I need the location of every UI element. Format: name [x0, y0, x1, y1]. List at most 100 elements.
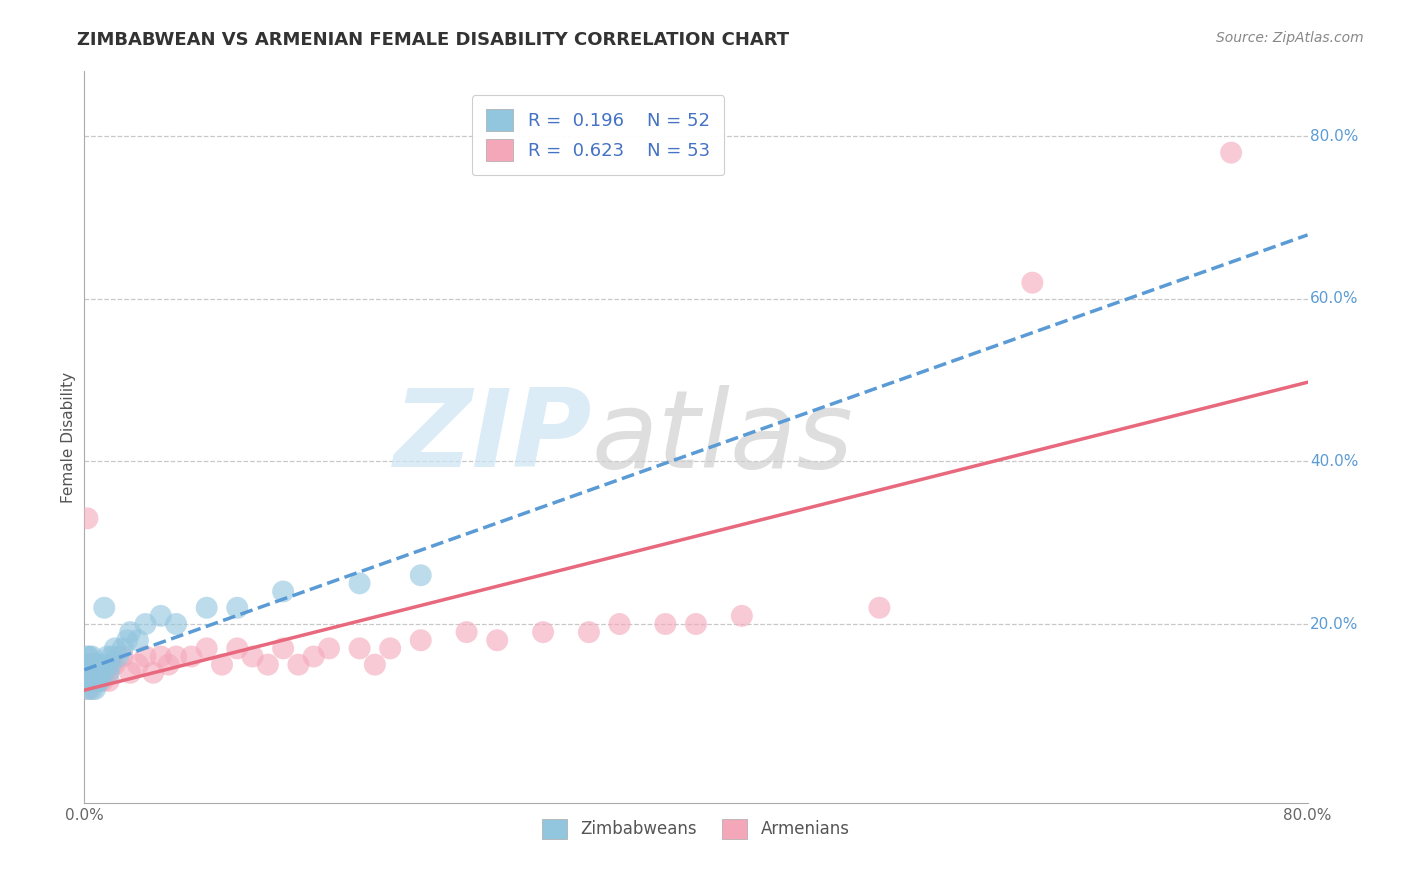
Point [578, 625, 600, 640]
Point [75, 657, 97, 672]
Point [486, 633, 509, 648]
Point [76, 681, 98, 696]
Point [195, 600, 218, 615]
Point [86, 665, 108, 680]
Point [97, 665, 120, 680]
Point [90, 657, 112, 672]
Point [1021, 276, 1043, 290]
Text: Source: ZipAtlas.com: Source: ZipAtlas.com [1216, 31, 1364, 45]
Point [83, 657, 105, 672]
Y-axis label: Female Disability: Female Disability [60, 371, 76, 503]
Point [165, 649, 187, 664]
Point [76, 673, 98, 688]
Point [96, 649, 118, 664]
Point [96, 665, 118, 680]
Point [1220, 145, 1243, 160]
Point [287, 657, 309, 672]
Point [115, 633, 138, 648]
Point [76, 649, 98, 664]
Point [731, 608, 754, 623]
Point [456, 625, 478, 640]
Point [107, 649, 129, 664]
Point [195, 641, 218, 656]
Point [165, 617, 187, 632]
Point [86, 665, 108, 680]
Point [135, 649, 157, 664]
Point [104, 657, 127, 672]
Point [80, 657, 103, 672]
Point [80, 673, 103, 688]
Point [101, 657, 124, 672]
Point [75, 665, 97, 680]
Point [75, 673, 97, 688]
Point [77, 673, 100, 688]
Point [149, 608, 172, 623]
Text: atlas: atlas [592, 384, 853, 490]
Text: 20.0%: 20.0% [1310, 616, 1358, 632]
Point [127, 657, 149, 672]
Text: ZIP: ZIP [394, 384, 592, 490]
Point [271, 584, 294, 599]
Point [104, 641, 127, 656]
Point [89, 673, 111, 688]
Point [531, 625, 554, 640]
Point [77, 681, 100, 696]
Point [76, 665, 98, 680]
Point [127, 633, 149, 648]
Point [91, 665, 114, 680]
Point [79, 665, 101, 680]
Point [79, 673, 101, 688]
Point [364, 657, 387, 672]
Point [75, 657, 97, 672]
Point [257, 657, 280, 672]
Point [93, 665, 115, 680]
Point [135, 617, 157, 632]
Point [87, 673, 110, 688]
Point [77, 665, 100, 680]
Point [409, 568, 432, 582]
Text: ZIMBABWEAN VS ARMENIAN FEMALE DISABILITY CORRELATION CHART: ZIMBABWEAN VS ARMENIAN FEMALE DISABILITY… [77, 31, 789, 49]
Point [77, 665, 100, 680]
Point [89, 665, 111, 680]
Point [84, 681, 107, 696]
Point [76, 511, 98, 525]
Legend: Zimbabweans, Armenians: Zimbabweans, Armenians [536, 812, 856, 846]
Text: 40.0%: 40.0% [1310, 454, 1358, 469]
Point [180, 649, 202, 664]
Point [83, 673, 105, 688]
Point [77, 657, 100, 672]
Point [302, 649, 325, 664]
Point [87, 673, 110, 688]
Point [654, 617, 676, 632]
Point [77, 649, 100, 664]
Point [84, 673, 107, 688]
Point [94, 657, 117, 672]
Point [79, 657, 101, 672]
Point [409, 633, 432, 648]
Text: 60.0%: 60.0% [1310, 292, 1358, 307]
Point [76, 657, 98, 672]
Point [101, 649, 124, 664]
Point [318, 641, 340, 656]
Point [242, 649, 264, 664]
Point [84, 673, 107, 688]
Point [271, 641, 294, 656]
Point [142, 665, 165, 680]
Point [79, 673, 101, 688]
Point [93, 600, 115, 615]
Point [80, 665, 103, 680]
Point [84, 665, 107, 680]
Point [83, 657, 105, 672]
Point [97, 673, 120, 688]
Point [80, 665, 103, 680]
Point [226, 600, 249, 615]
Point [120, 665, 142, 680]
Point [149, 649, 172, 664]
Point [79, 665, 101, 680]
Point [111, 649, 134, 664]
Point [211, 657, 233, 672]
Point [80, 649, 103, 664]
Point [87, 657, 110, 672]
Point [157, 657, 180, 672]
Point [98, 657, 121, 672]
